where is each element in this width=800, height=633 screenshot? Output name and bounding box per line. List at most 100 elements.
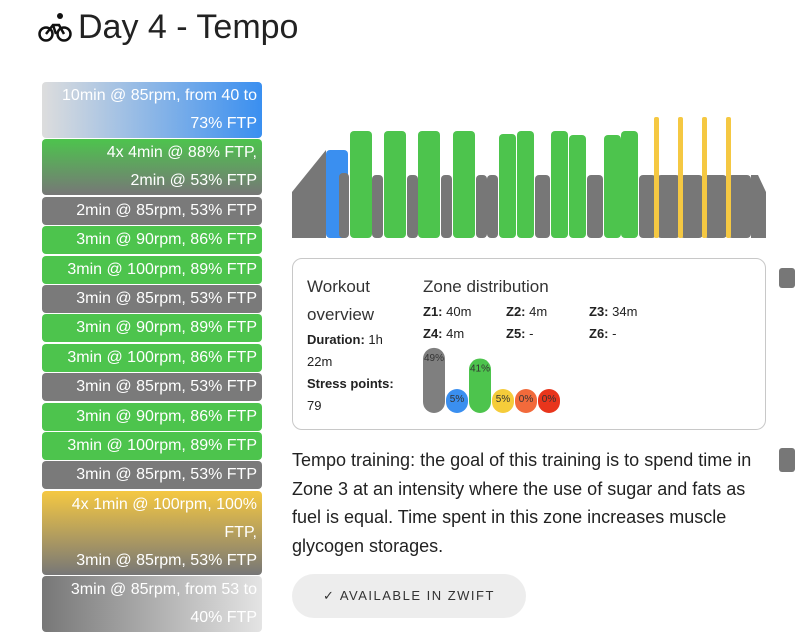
overview-box: Workout overview Duration: 1h 22m Stress…: [292, 258, 766, 430]
profile-bar: [728, 175, 751, 238]
zone-label: 0%: [519, 394, 534, 405]
zone-bar: [515, 389, 537, 413]
step: 3min @ 85rpm, 53% FTP: [42, 461, 262, 490]
zone-item: Z4: 4m: [423, 323, 506, 345]
profile-bar: [551, 131, 568, 238]
zone-value: 34m: [612, 304, 638, 319]
profile-spike: [654, 117, 659, 238]
step: 3min @ 100rpm, 89% FTP: [42, 255, 262, 284]
zone-label: Z4:: [423, 326, 443, 341]
step-text: 3min @ 85rpm, from 53 to 40% FTP: [70, 581, 257, 627]
step-text: 3min @ 85rpm, 53% FTP: [76, 289, 257, 307]
step: 2min @ 85rpm, 53% FTP: [42, 196, 262, 225]
profile-bar: [407, 175, 418, 238]
zone-label: Z5:: [506, 326, 526, 341]
step: 10min @ 85rpm, from 40 to 73% FTP: [42, 82, 262, 138]
step-text: 3min @ 85rpm, 53% FTP: [76, 378, 257, 396]
page-title: Day 4 - Tempo: [78, 8, 299, 46]
zone-bar: [492, 389, 514, 413]
bike-icon: [38, 13, 72, 42]
workout-profile: [292, 117, 766, 238]
profile-bar: [350, 131, 372, 238]
profile-bar: [621, 131, 638, 238]
profile-bar: [453, 131, 475, 238]
zone-label: Z3:: [589, 304, 609, 319]
step-text: 4x 1min @ 100rpm, 100% FTP,: [71, 495, 257, 541]
zone-title: Zone distribution: [423, 277, 549, 296]
profile-bar: [587, 175, 603, 238]
zone-item: Z2: 4m: [506, 301, 589, 323]
side-tab[interactable]: [779, 448, 795, 472]
step-text: 3min @ 90rpm, 86% FTP: [76, 407, 257, 425]
step: 3min @ 85rpm, from 53 to 40% FTP: [42, 576, 262, 633]
zone-value: -: [529, 326, 534, 341]
zone-item: Z6: -: [589, 323, 672, 345]
zone-label: 5%: [450, 394, 465, 405]
zone-label: Z6:: [589, 326, 609, 341]
profile-bar: [657, 175, 680, 238]
profile-bar: [476, 175, 487, 238]
profile-spike: [678, 117, 683, 238]
step-text: 10min @ 85rpm, from 40 to 73% FTP: [62, 87, 257, 132]
step-text: 2min @ 53% FTP: [130, 172, 258, 190]
profile-bar: [487, 175, 498, 238]
profile-bar: [499, 134, 516, 238]
step-text: 4x 4min @ 88% FTP,: [106, 144, 257, 162]
step: 3min @ 100rpm, 86% FTP: [42, 343, 262, 372]
profile-bar: [569, 135, 586, 238]
step: 3min @ 85rpm, 53% FTP: [42, 284, 262, 313]
zone-bar: [446, 389, 468, 413]
profile-bar: [418, 131, 440, 238]
step-text: 3min @ 100rpm, 86% FTP: [67, 348, 257, 366]
zone-list: Z1: 40m Z2: 4m Z3: 34mZ4: 4m Z5: - Z6: -: [423, 301, 673, 345]
profile-bar: [384, 131, 406, 238]
profile-bar: [680, 175, 703, 238]
profile-bar: [517, 131, 534, 238]
step-text: 3min @ 100rpm, 89% FTP: [67, 260, 257, 278]
step-text: 3min @ 90rpm, 89% FTP: [76, 319, 257, 337]
profile-bar: [372, 175, 383, 238]
profile-ramp: [751, 175, 766, 238]
profile-spike: [702, 117, 707, 238]
zone-label: Z1:: [423, 304, 443, 319]
zone-label: 5%: [496, 394, 511, 405]
zone-bar: [423, 347, 445, 413]
duration: Duration: 1h 22m Stress points: 79: [307, 329, 402, 417]
profile-bar: [339, 173, 349, 238]
profile-bar: [604, 135, 621, 238]
profile-spike: [726, 117, 731, 238]
step-text: 3min @ 90rpm, 86% FTP: [76, 231, 257, 249]
zone-value: -: [612, 326, 617, 341]
side-tab[interactable]: [779, 268, 795, 288]
zone-item: Z1: 40m: [423, 301, 506, 323]
step-text: 2min @ 85rpm, 53% FTP: [76, 201, 257, 219]
zone-bar: [469, 358, 491, 413]
step: 3min @ 90rpm, 86% FTP: [42, 226, 262, 255]
step: 3min @ 100rpm, 89% FTP: [42, 431, 262, 460]
zone-value: 4m: [446, 326, 465, 341]
step: 4x 1min @ 100rpm, 100% FTP, 3min @ 85rpm,…: [42, 490, 262, 575]
step-text: 3min @ 85rpm, 53% FTP: [76, 466, 257, 484]
zone-chart: 49% 5% 41% 5% 0% 0%: [423, 347, 560, 413]
zone-label: 49%: [424, 353, 444, 364]
zone-value: 4m: [529, 304, 548, 319]
zone-label: Z2:: [506, 304, 526, 319]
stress-value: 79: [307, 398, 322, 413]
zone-label: 41%: [470, 363, 490, 374]
overview-title: Workout overview: [307, 277, 375, 324]
profile-bar: [535, 175, 550, 238]
step: 3min @ 85rpm, 53% FTP: [42, 373, 262, 402]
zwift-button[interactable]: ✓ AVAILABLE IN ZWIFT: [292, 574, 526, 618]
step: 3min @ 90rpm, 86% FTP: [42, 402, 262, 431]
zone-item: Z3: 34m: [589, 301, 672, 323]
zone-bar: [538, 389, 560, 413]
profile-bar: [639, 175, 656, 238]
zone-item: Z5: -: [506, 323, 589, 345]
description: Tempo training: the goal of this trainin…: [292, 450, 752, 556]
profile-bar: [704, 175, 727, 238]
profile-ramp: [292, 150, 326, 238]
profile-bar: [441, 175, 452, 238]
step-text: 3min @ 85rpm, 53% FTP: [76, 551, 257, 569]
stress-label: Stress points:: [307, 376, 394, 391]
